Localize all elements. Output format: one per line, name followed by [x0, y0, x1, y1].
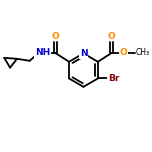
Text: N: N — [80, 49, 87, 58]
Text: O: O — [120, 48, 127, 57]
Text: NH: NH — [35, 48, 50, 57]
Text: CH₃: CH₃ — [135, 48, 149, 57]
Text: O: O — [51, 32, 59, 41]
Text: Br: Br — [108, 74, 119, 83]
Text: O: O — [108, 32, 116, 41]
